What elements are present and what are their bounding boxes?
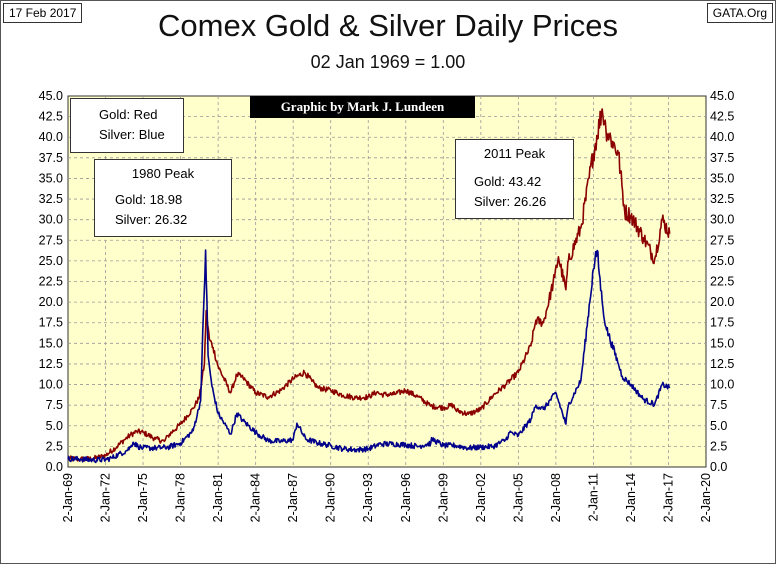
y-axis-left: 0.0 2.5 5.0 7.5 10.0 12.5 15.0 17.5 20.0 22.5 25.0… <box>39 89 63 474</box>
y-tick-right: 17.5 <box>710 316 734 330</box>
x-tick: 2-Jan-08 <box>549 473 563 522</box>
legend-gold: Gold: Red <box>99 107 158 122</box>
y-tick-right: 40.0 <box>710 130 734 144</box>
annotation-1980-title: 1980 Peak <box>131 166 195 181</box>
y-tick-left: 40.0 <box>39 130 63 144</box>
series-gold-line <box>67 108 671 462</box>
y-tick-left: 30.0 <box>39 213 63 227</box>
y-tick-right: 12.5 <box>710 357 734 371</box>
y-tick-left: 5.0 <box>46 419 63 433</box>
annotation-1980-silver: Silver: 26.32 <box>115 212 188 227</box>
chart-title: Comex Gold & Silver Daily Prices <box>158 8 618 43</box>
x-tick: 2-Jan-78 <box>174 473 188 522</box>
annotation-2011-title: 2011 Peak <box>483 146 546 161</box>
date-label: 17 Feb 2017 <box>3 3 83 23</box>
y-tick-left: 32.5 <box>39 192 63 206</box>
y-tick-left: 35.0 <box>39 171 63 185</box>
y-tick-left: 27.5 <box>39 233 63 247</box>
x-tick: 2-Jan-05 <box>511 473 525 522</box>
y-tick-right: 22.5 <box>710 275 734 289</box>
y-tick-left: 42.5 <box>39 110 63 124</box>
y-tick-right: 42.5 <box>710 110 734 124</box>
y-tick-right: 20.0 <box>710 295 734 309</box>
y-tick-left: 12.5 <box>39 357 63 371</box>
x-tick: 2-Jan-75 <box>136 473 150 522</box>
y-tick-right: 5.0 <box>710 419 727 433</box>
x-tick: 2-Jan-72 <box>99 473 113 522</box>
y-tick-right: 25.0 <box>710 254 734 268</box>
x-tick: 2-Jan-69 <box>61 473 75 522</box>
annotation-2011-peak: 2011 Peak Gold: 43.42 Silver: 26.26 <box>455 139 574 219</box>
y-tick-right: 27.5 <box>710 233 734 247</box>
y-tick-right: 45.0 <box>710 89 734 103</box>
annotation-2011-gold: Gold: 43.42 <box>474 174 542 189</box>
series-silver-line <box>67 249 671 464</box>
y-tick-left: 25.0 <box>39 254 63 268</box>
y-tick-left: 2.5 <box>46 439 63 453</box>
y-tick-right: 15.0 <box>710 336 734 350</box>
x-tick: 2-Jan-20 <box>699 473 713 522</box>
x-tick: 2-Jan-96 <box>399 473 413 522</box>
chart-subtitle: 02 Jan 1969 = 1.00 <box>310 52 466 72</box>
y-tick-right: 32.5 <box>710 192 734 206</box>
y-tick-left: 17.5 <box>39 316 63 330</box>
credit-label: Graphic by Mark J. Lundeen <box>250 96 475 118</box>
y-tick-left: 15.0 <box>39 336 63 350</box>
y-tick-left: 0.0 <box>46 460 63 474</box>
annotation-1980-peak: 1980 Peak Gold: 18.98 Silver: 26.32 <box>94 159 232 237</box>
annotation-2011-silver: Silver: 26.26 <box>474 194 547 209</box>
y-tick-right: 10.0 <box>710 378 734 392</box>
x-tick: 2-Jan-99 <box>436 473 450 522</box>
y-tick-left: 37.5 <box>39 151 63 165</box>
legend: Gold: Red Silver: Blue <box>70 98 184 153</box>
x-tick: 2-Jan-87 <box>286 473 300 522</box>
y-tick-left: 20.0 <box>39 295 63 309</box>
x-tick: 2-Jan-02 <box>474 473 488 522</box>
x-tick: 2-Jan-90 <box>324 473 338 522</box>
x-tick: 2-Jan-11 <box>586 473 600 521</box>
legend-silver: Silver: Blue <box>99 127 165 142</box>
x-tick: 2-Jan-17 <box>661 473 675 522</box>
y-tick-left: 45.0 <box>39 89 63 103</box>
annotation-1980-gold: Gold: 18.98 <box>115 192 183 207</box>
y-tick-right: 0.0 <box>710 460 727 474</box>
x-tick: 2-Jan-84 <box>249 473 263 522</box>
y-tick-right: 35.0 <box>710 171 734 185</box>
series-lines <box>67 108 671 464</box>
x-tick: 2-Jan-81 <box>211 473 225 522</box>
y-tick-right: 37.5 <box>710 151 734 165</box>
y-tick-left: 7.5 <box>46 398 63 412</box>
y-tick-right: 7.5 <box>710 398 727 412</box>
y-tick-right: 2.5 <box>710 439 727 453</box>
y-tick-left: 10.0 <box>39 378 63 392</box>
x-axis: 2-Jan-69 2-Jan-72 2-Jan-75 2-Jan-78 2-Jan-81… <box>61 473 713 522</box>
x-tick: 2-Jan-93 <box>361 473 375 522</box>
source-label: GATA.Org <box>706 3 773 23</box>
x-tick: 2-Jan-14 <box>624 473 638 522</box>
y-tick-right: 30.0 <box>710 213 734 227</box>
y-axis-right: 0.0 2.5 5.0 7.5 10.0 12.5 15.0 17.5 20.0 22.5 25.0… <box>710 89 734 474</box>
y-tick-left: 22.5 <box>39 275 63 289</box>
